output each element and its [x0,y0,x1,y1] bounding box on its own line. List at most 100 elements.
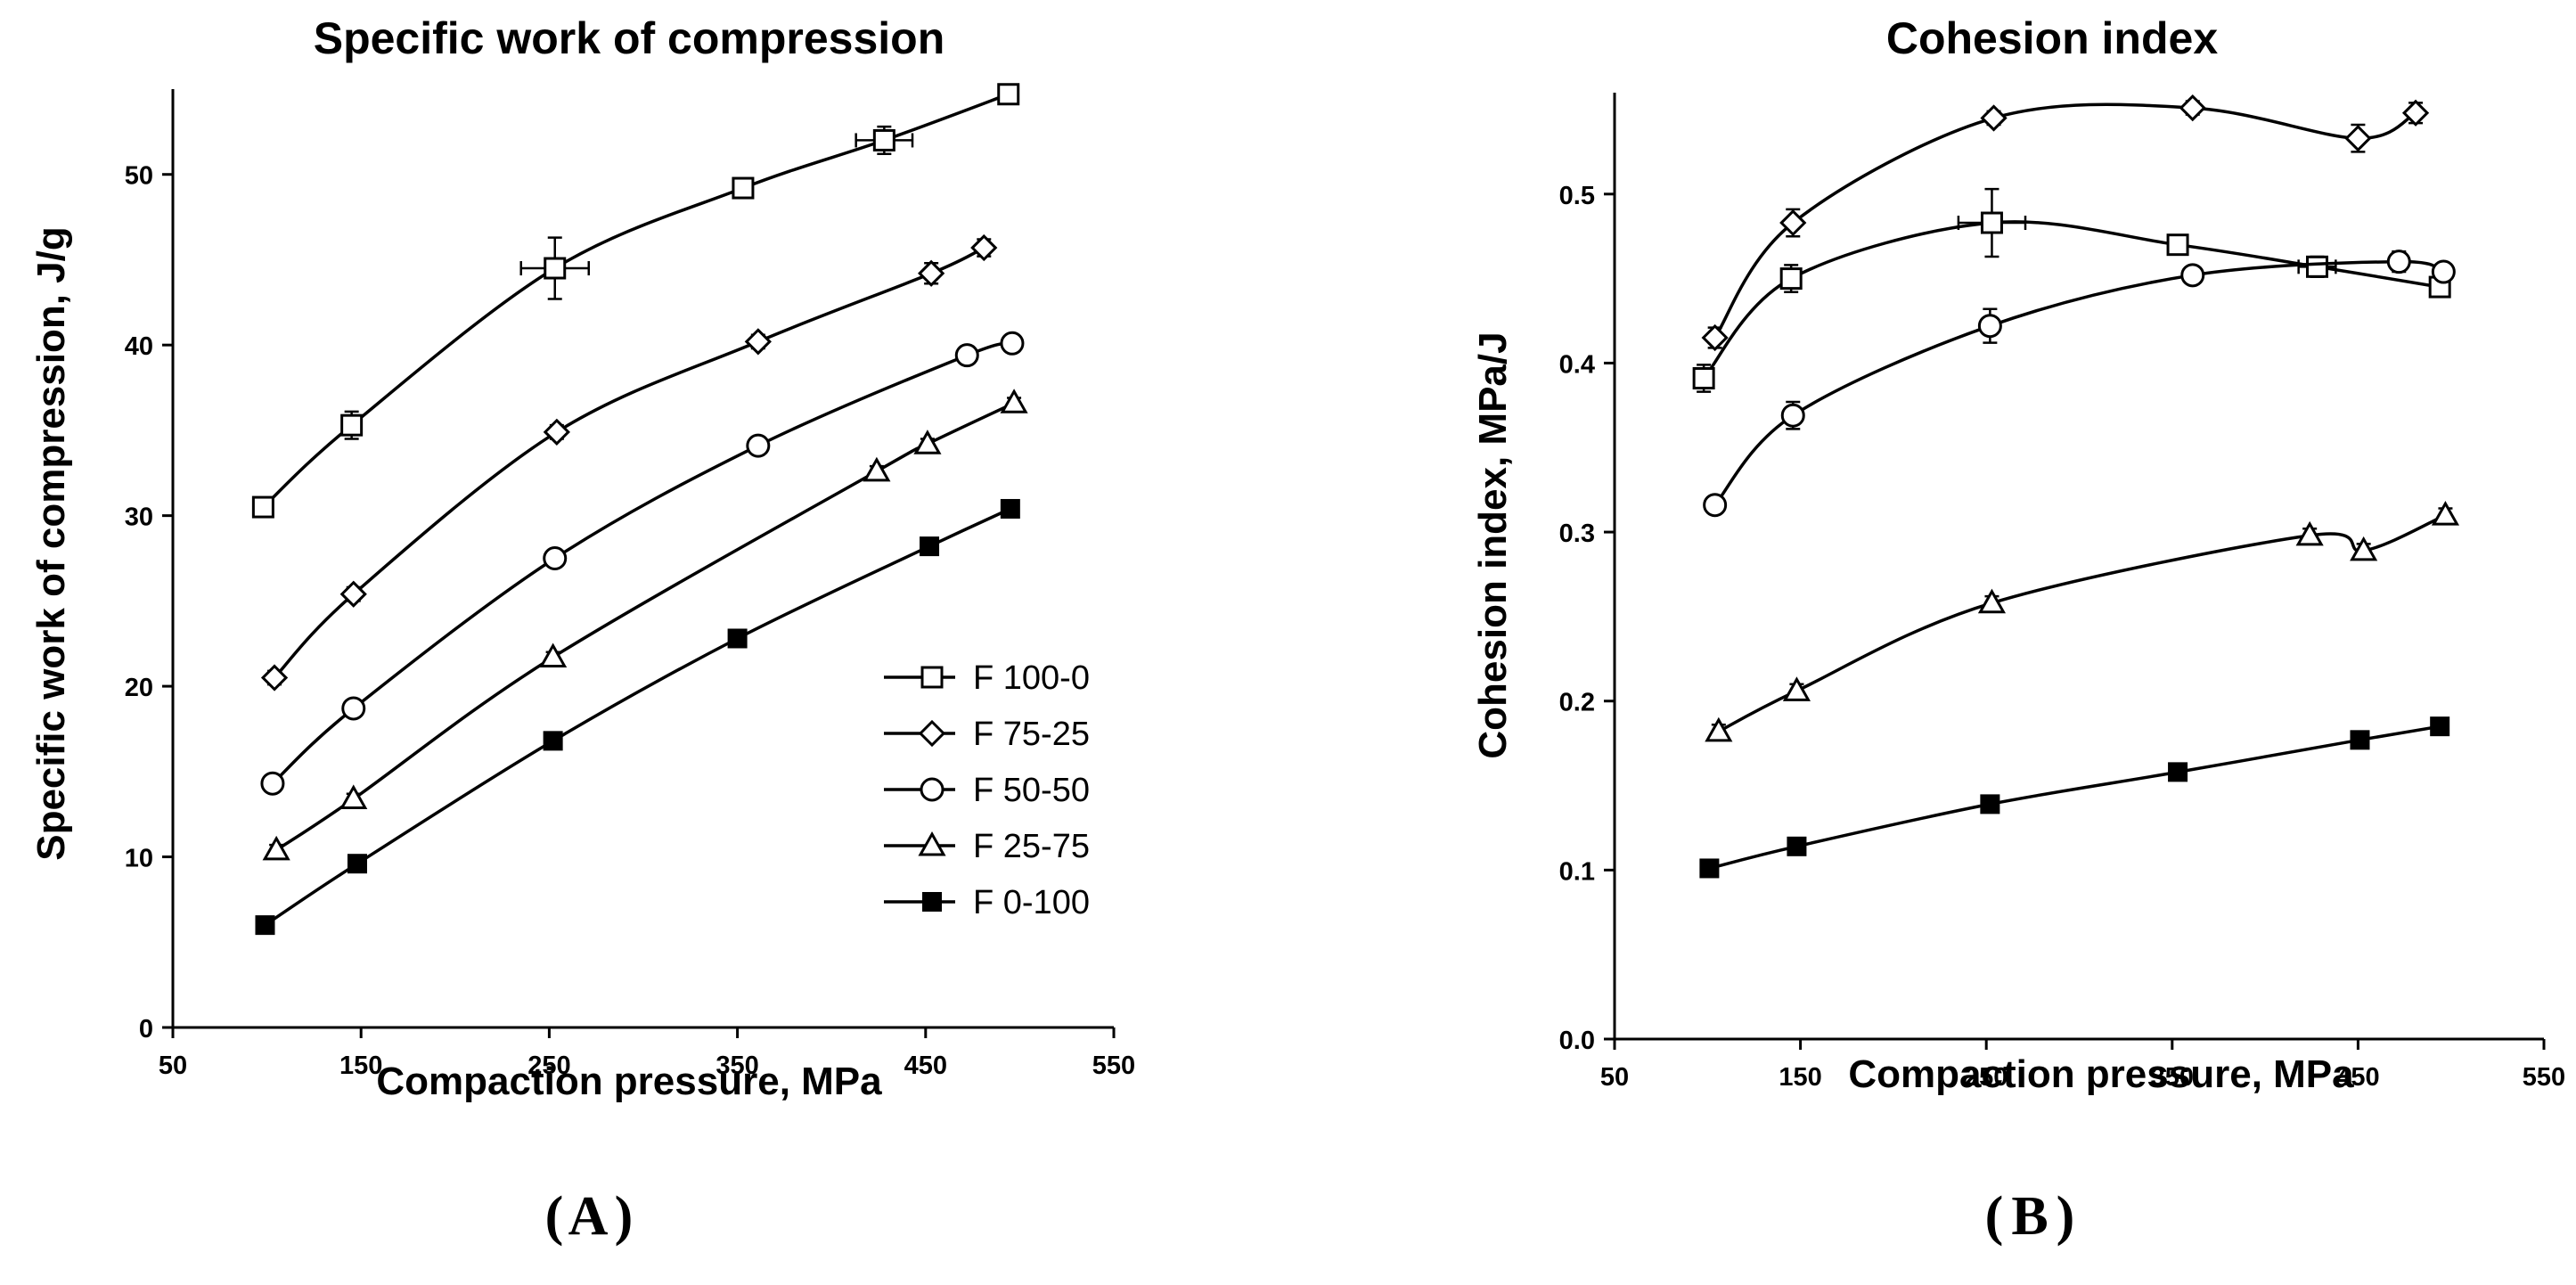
chart-a-series-line [271,341,1013,785]
chart-b-x-tick-label: 450 [2336,1063,2379,1092]
chart-b-data-point [2350,730,2370,750]
chart-a-legend-item: F 25-75 [884,828,1090,865]
chart-a-data-point [1000,498,1020,519]
chart-a-panel-paren-right: ) [615,1186,634,1247]
chart-a-data-point [341,696,366,721]
chart-a-panel-paren-left: ( [545,1186,564,1247]
chart-a-x-tick-label: 550 [1092,1052,1135,1080]
chart-a-data-point [543,731,563,751]
chart-a-data-point [732,176,755,200]
chart-b-data-point [1980,794,2000,814]
chart-b-x-tick-label: 50 [1600,1063,1629,1092]
chart-b-data-point [2431,501,2460,526]
chart-b-data-point [1692,366,1715,389]
chart-b-data-point [2431,259,2456,284]
chart-a-data-point [539,642,568,668]
chart-b-data-point [2168,762,2188,782]
chart-a-data-point [255,915,275,936]
chart-b-y-tick-label: 0.4 [1559,350,1595,379]
chart-a-data-point [339,580,367,608]
chart-a-x-tick-label: 250 [527,1052,570,1080]
chart-a-data-point [260,664,289,692]
chart-a-panel-label: A [568,1186,609,1247]
chart-b-y-tick-label: 0.2 [1559,689,1595,717]
chart-a-x-tick-label: 350 [716,1052,758,1080]
chart-a-series-line [262,93,1010,509]
chart-a-legend-label: F 100-0 [973,659,1090,697]
chart-a-data-point [251,495,274,519]
chart-b-data-point [2295,520,2324,546]
chart-a-legend-marker [922,892,942,912]
chart-b-y-tick-label: 0.5 [1559,182,1595,210]
chart-a-x-tick-label: 150 [339,1052,382,1080]
chart-a-plot: 50 150 250 350 450 550 0 10 20 30 40 50 F 100-0 F 75-… [125,83,1135,1080]
chart-b-data-point [2350,536,2378,561]
chart-b-data-point [2180,263,2205,288]
chart-b-data-point [1977,588,2007,614]
chart-b-series-line [1708,724,2441,871]
chart-b-y-tick-label: 0.3 [1559,520,1595,548]
chart-b-data-point [1779,209,1807,237]
chart-b-panel-paren-right: ) [2057,1186,2075,1247]
chart-a-y-tick-label: 10 [125,845,153,873]
chart-a-legend-label: F 25-75 [973,828,1090,865]
chart-a-y-tick-label: 0 [139,1015,153,1044]
chart-b-x-tick-label: 250 [1965,1063,2008,1092]
chart-a-data-point [920,536,940,557]
chart-a-data-point [918,259,945,287]
chart-a-data-point [544,257,567,280]
chart-a-y-tick-label: 50 [125,162,153,191]
chart-a-series-line [275,401,1015,852]
chart-a-series-line [264,507,1011,927]
chart-b-data-point [1705,716,1733,742]
chart-a-data-point [543,546,568,570]
chart-a-legend-marker [918,831,946,856]
chart-a-y-tick-label: 30 [125,503,153,532]
chart-a-title: Specific work of compression [314,13,945,63]
chart-a-legend-item: F 100-0 [884,659,1090,697]
chart-a-data-point [1000,331,1025,356]
chart-a-data-point [746,433,771,458]
chart-a-legend-marker [918,719,946,748]
chart-a-data-point [970,233,998,262]
chart-b-data-point [2401,99,2430,127]
chart-a-legend-label: F 50-50 [973,772,1090,809]
chart-a-legend-marker [920,666,944,689]
chart-a-legend-item: F 0-100 [884,884,1090,921]
chart-b-data-point [2344,125,2372,152]
chart-b-data-point [1780,403,1805,428]
chart-a-data-point [260,771,285,796]
chart-b-plot: 50 150 250 350 450 550 0.0 0.1 0.2 0.3 0.4 0.5 [1559,93,2565,1092]
chart-b-data-point [1782,676,1811,701]
chart-a-legend-item: F 50-50 [884,772,1090,809]
chart-b-data-point [2179,94,2206,122]
chart-a-data-point [744,328,772,356]
chart-a-y-tick-label: 20 [125,674,153,702]
chart-b-data-point [1980,104,2008,132]
chart-b-y-tick-label: 0.0 [1559,1027,1595,1055]
chart-b-series-line [1713,259,2445,506]
chart-a-data-point [1000,389,1028,413]
chart-b-data-point [2166,233,2189,257]
chart-a-ylabel: Specific work of compression, J/g [29,226,73,861]
chart-a-data-point [997,83,1020,106]
chart-a-data-point [727,628,748,649]
chart-a-data-point [340,413,364,437]
chart-b-data-point [1703,493,1728,518]
chart-b-data-point [2430,716,2450,737]
chart-b-panel-label: B [2011,1186,2048,1247]
chart-a-x-tick-label: 50 [159,1052,187,1080]
chart-b-x-tick-label: 350 [2151,1063,2194,1092]
chart-a-data-point [872,128,895,151]
chart-b-y-tick-label: 0.1 [1559,857,1595,886]
chart-b-data-point [1779,267,1803,291]
chart-b-x-tick-label: 150 [1779,1063,1821,1092]
chart-b-data-point [2386,250,2411,274]
chart-b-x-tick-label: 550 [2523,1063,2565,1092]
chart-a-data-point [347,854,367,874]
chart-a-xlabel: Compaction pressure, MPa [376,1060,882,1103]
chart-a-data-point [863,456,891,482]
chart-a-data-point [262,835,290,861]
